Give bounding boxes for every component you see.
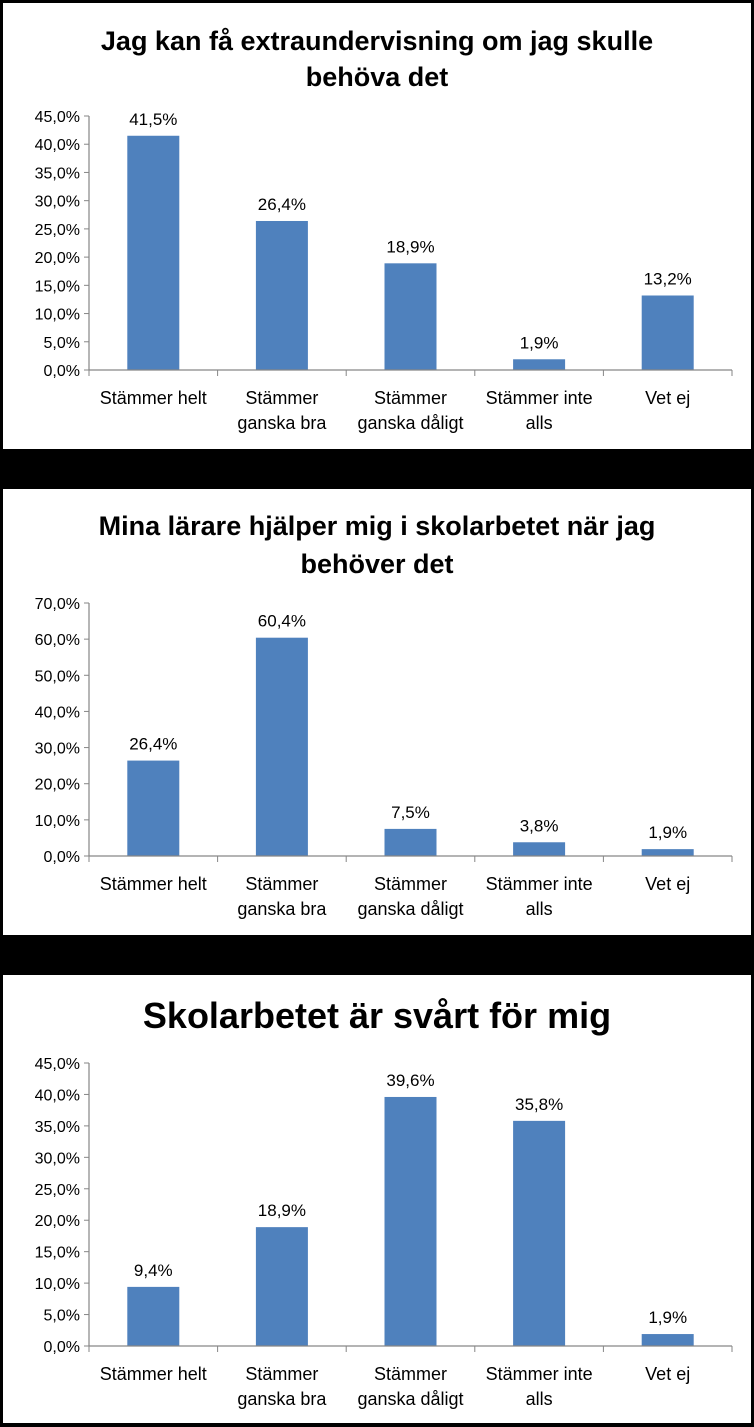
data-label: 3,8%	[520, 816, 559, 835]
x-tick-label: Stämmer	[245, 1364, 318, 1384]
x-tick-label: Stämmer helt	[100, 388, 207, 408]
bar	[127, 135, 180, 370]
bar	[255, 1227, 308, 1346]
y-tick-label: 60,0%	[35, 632, 80, 649]
y-tick-label: 15,0%	[35, 278, 80, 295]
chart-title-line-2: behöver det	[300, 549, 454, 579]
bar	[255, 220, 308, 370]
x-tick-label: Stämmer	[245, 874, 318, 894]
x-tick-label: Stämmer inte	[486, 1364, 593, 1384]
y-tick-label: 40,0%	[35, 137, 80, 154]
x-tick-label: alls	[526, 1389, 553, 1409]
bar	[513, 842, 566, 856]
bar-chart-larare-hjalper: 0,0% 10,0% 20,0% 30,0% 40,0% 50,0% 60,0% 70,0% 2…	[35, 596, 733, 919]
y-tick-label: 45,0%	[35, 109, 80, 126]
data-label: 60,4%	[258, 612, 306, 631]
y-tick-label: 5,0%	[44, 1308, 80, 1325]
chart-title-line-1: Jag kan få extraundervisning om jag skul…	[100, 26, 654, 56]
data-label: 1,9%	[520, 333, 559, 352]
y-tick-label: 10,0%	[35, 813, 80, 830]
y-tick-label: 70,0%	[35, 596, 80, 613]
x-tick-label: ganska bra	[237, 899, 327, 919]
data-label: 18,9%	[386, 237, 434, 256]
bar-chart-skolarbetet-svart: 0,0% 5,0% 10,0% 15,0% 20,0% 25,0% 30,0% 35,0% 40…	[35, 1056, 733, 1409]
y-tick-label: 50,0%	[35, 668, 80, 685]
x-tick-label: Stämmer	[374, 388, 447, 408]
y-tick-label: 20,0%	[35, 1213, 80, 1230]
x-tick-label: Vet ej	[645, 1364, 690, 1384]
y-tick-label: 20,0%	[35, 250, 80, 267]
data-label: 35,8%	[515, 1095, 563, 1114]
x-tick-label: alls	[526, 413, 553, 433]
x-tick-label: Stämmer helt	[100, 874, 207, 894]
bar	[384, 263, 437, 370]
y-tick-label: 20,0%	[35, 777, 80, 794]
data-label: 7,5%	[391, 803, 430, 822]
data-label: 13,2%	[644, 269, 692, 288]
y-tick-label: 30,0%	[35, 1150, 80, 1167]
x-tick-label: ganska dåligt	[357, 899, 463, 919]
x-tick-label: alls	[526, 899, 553, 919]
y-tick-label: 30,0%	[35, 194, 80, 211]
data-label: 26,4%	[129, 735, 177, 754]
chart-panel-skolarbetet-svart: Skolarbetet är svårt för mig 0,0% 5,0% 10,…	[3, 975, 751, 1423]
bar	[513, 359, 566, 370]
x-tick-label: Vet ej	[645, 388, 690, 408]
x-tick-label: ganska bra	[237, 413, 327, 433]
bar	[641, 295, 694, 370]
y-tick-label: 35,0%	[35, 165, 80, 182]
y-tick-label: 10,0%	[35, 1276, 80, 1293]
y-tick-label: 0,0%	[44, 849, 80, 866]
y-tick-label: 10,0%	[35, 307, 80, 324]
chart-title-line-1: Mina lärare hjälper mig i skolarbetet nä…	[98, 511, 656, 541]
chart-title: Mina lärare hjälper mig i skolarbetet nä…	[3, 507, 751, 583]
y-tick-label: 25,0%	[35, 222, 80, 239]
y-tick-label: 45,0%	[35, 1056, 80, 1073]
y-tick-label: 15,0%	[35, 1245, 80, 1262]
chart-title: Skolarbetet är svårt för mig	[3, 993, 751, 1039]
y-tick-label: 25,0%	[35, 1182, 80, 1199]
bar	[127, 760, 180, 856]
y-tick-label: 0,0%	[44, 1339, 80, 1356]
bar	[127, 1286, 180, 1346]
data-label: 1,9%	[648, 823, 687, 842]
data-label: 26,4%	[258, 195, 306, 214]
y-tick-label: 5,0%	[44, 335, 80, 352]
y-tick-label: 40,0%	[35, 1087, 80, 1104]
x-tick-label: ganska dåligt	[357, 413, 463, 433]
bar	[641, 1334, 694, 1346]
data-label: 9,4%	[134, 1261, 173, 1280]
x-tick-label: Stämmer	[374, 1364, 447, 1384]
data-label: 41,5%	[129, 110, 177, 129]
bar	[513, 1120, 566, 1346]
data-label: 39,6%	[386, 1071, 434, 1090]
x-tick-label: Vet ej	[645, 874, 690, 894]
y-tick-label: 0,0%	[44, 363, 80, 380]
x-tick-label: Stämmer inte	[486, 874, 593, 894]
bar	[384, 1096, 437, 1346]
bar	[255, 637, 308, 856]
x-tick-label: ganska bra	[237, 1389, 327, 1409]
y-tick-label: 35,0%	[35, 1119, 80, 1136]
x-tick-label: ganska dåligt	[357, 1389, 463, 1409]
x-tick-label: Stämmer	[245, 388, 318, 408]
chart-title: Jag kan få extraundervisning om jag skul…	[3, 23, 751, 95]
x-tick-label: Stämmer	[374, 874, 447, 894]
chart-panel-extraundervisning: Jag kan få extraundervisning om jag skul…	[3, 3, 751, 449]
x-tick-label: Stämmer inte	[486, 388, 593, 408]
y-tick-label: 40,0%	[35, 704, 80, 721]
bar	[384, 828, 437, 856]
chart-title-line-2: behöva det	[305, 62, 449, 92]
x-tick-label: Stämmer helt	[100, 1364, 207, 1384]
data-label: 18,9%	[258, 1201, 306, 1220]
bar-chart-extraundervisning: 0,0% 5,0% 10,0% 15,0% 20,0% 25,0% 30,0% 35,0% 40…	[35, 109, 733, 433]
chart-title-line-1: Skolarbetet är svårt för mig	[142, 995, 612, 1036]
bar	[641, 849, 694, 856]
y-tick-label: 30,0%	[35, 741, 80, 758]
data-label: 1,9%	[648, 1308, 687, 1327]
chart-panel-larare-hjalper: Mina lärare hjälper mig i skolarbetet nä…	[3, 489, 751, 935]
